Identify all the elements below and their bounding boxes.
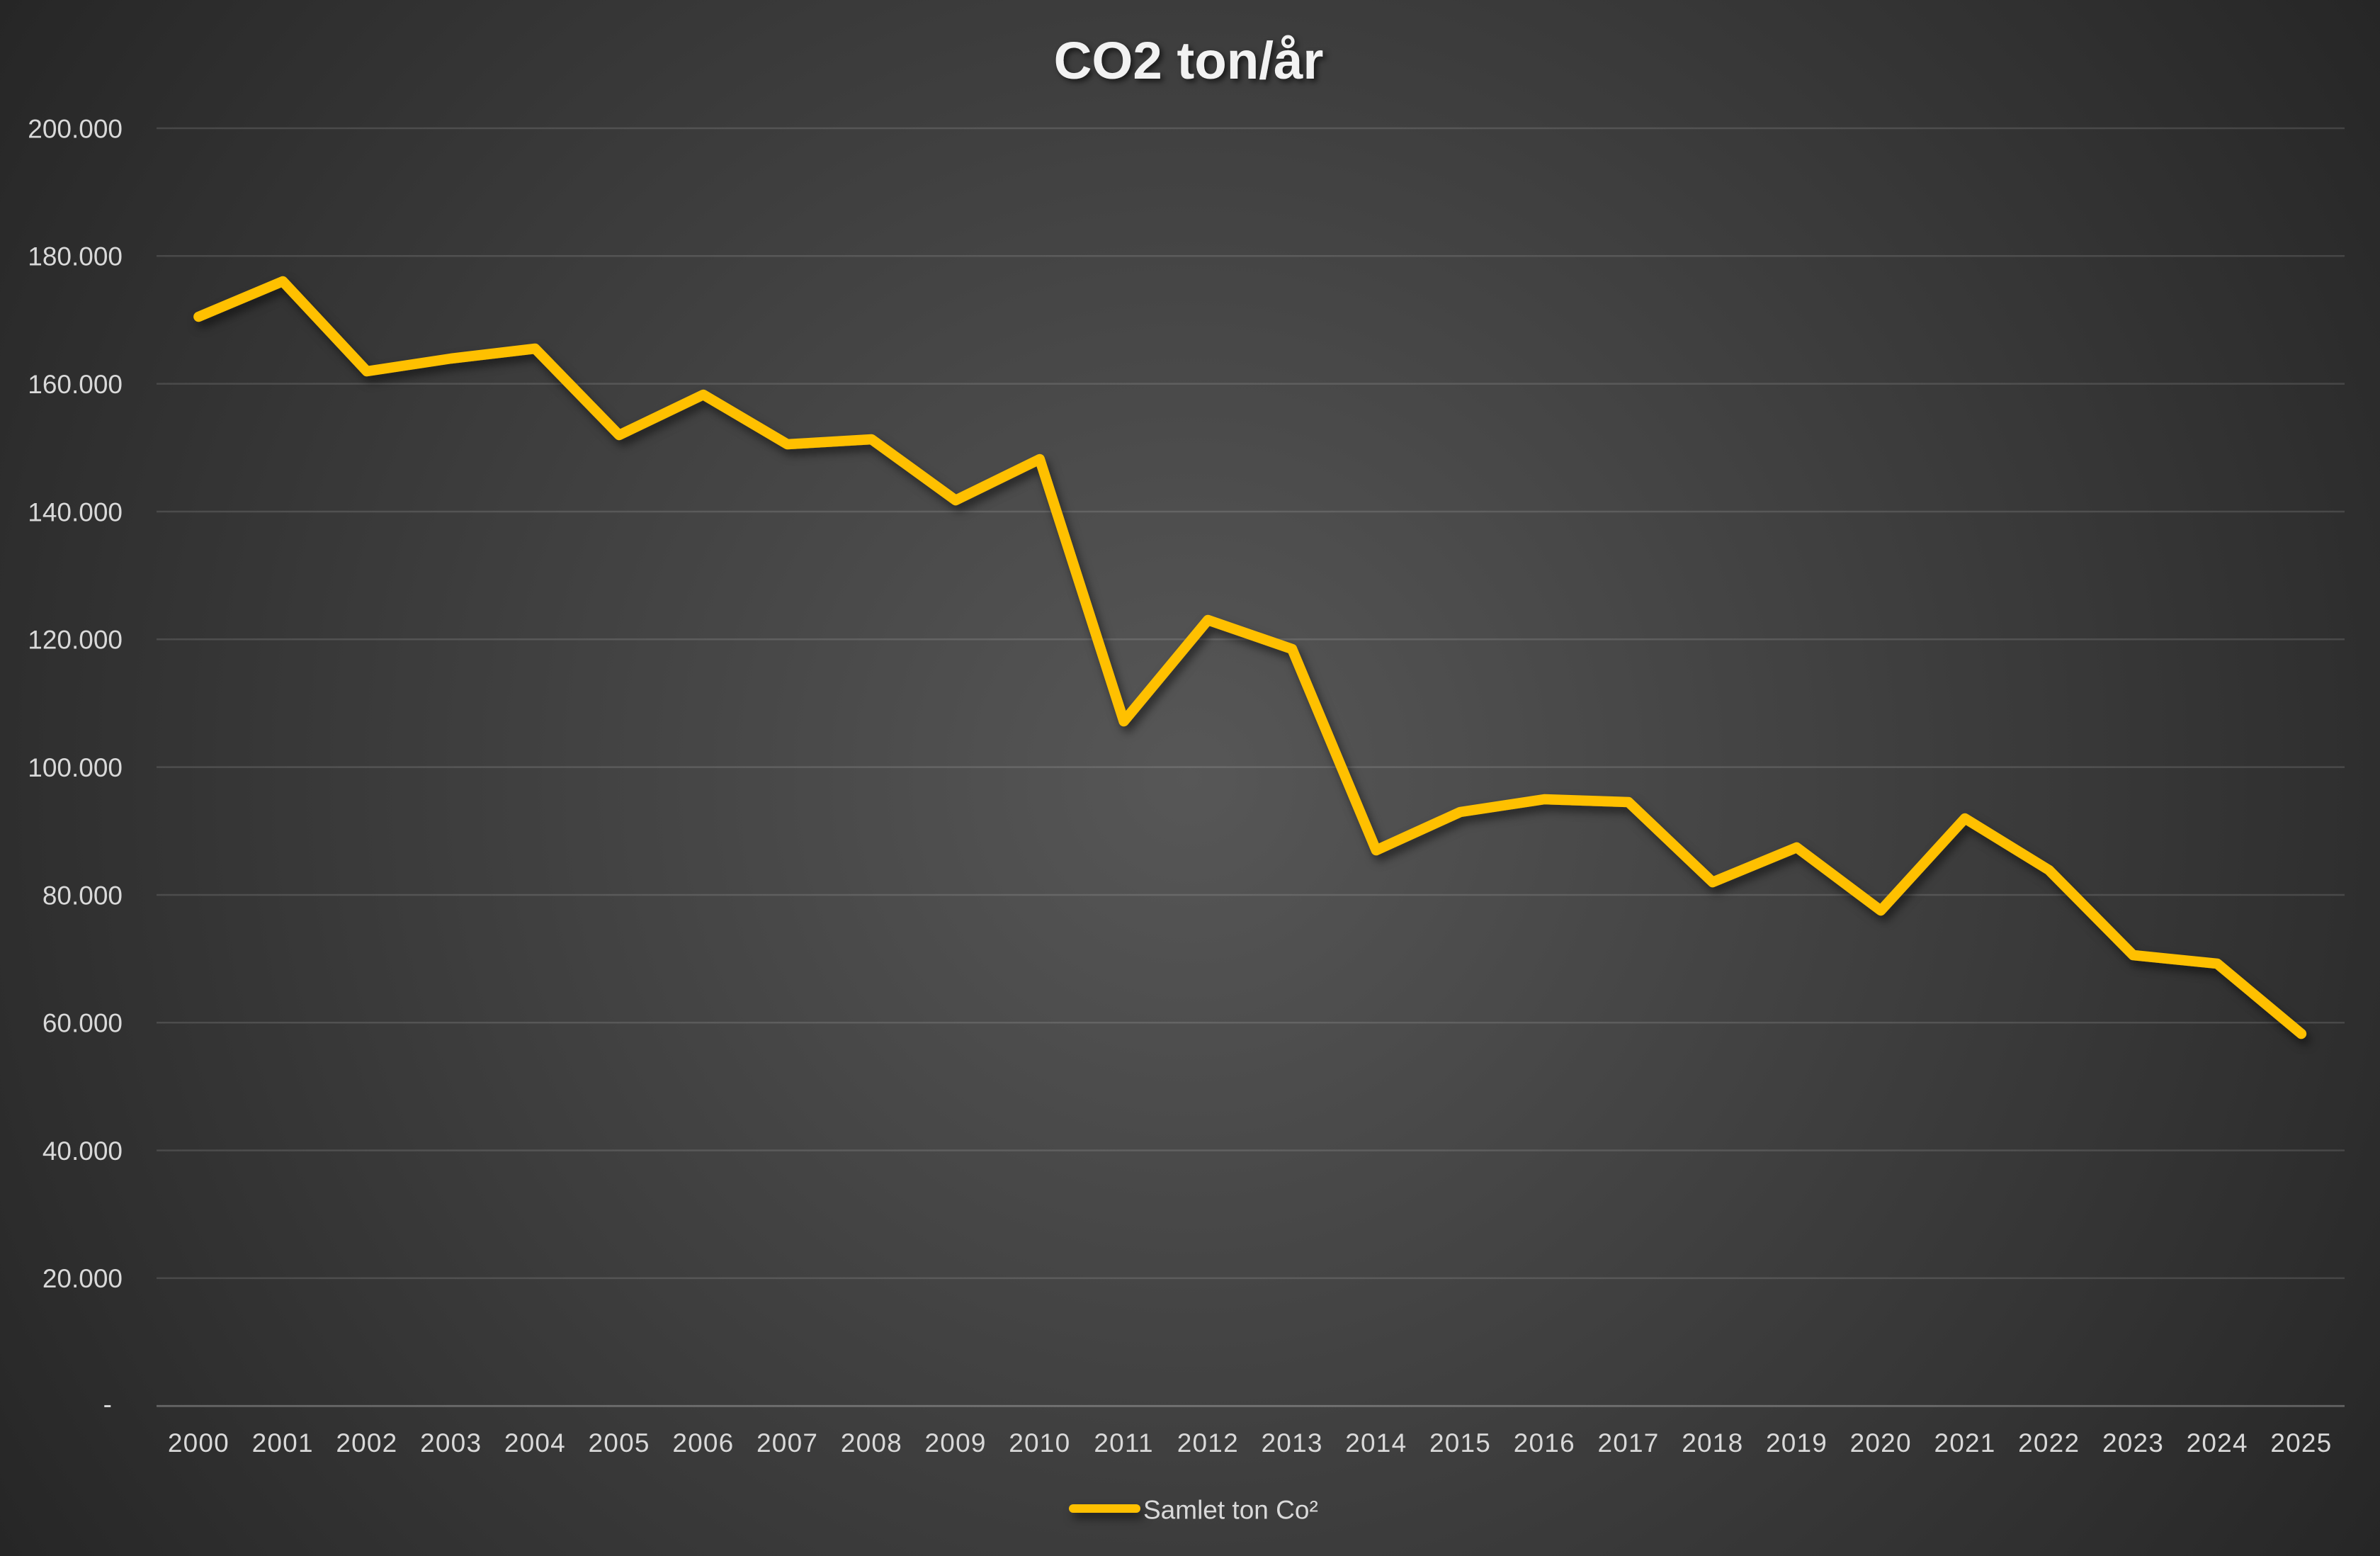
svg-text:2021: 2021 <box>1934 1428 1995 1458</box>
svg-text:2004: 2004 <box>504 1428 566 1458</box>
svg-text:200.000: 200.000 <box>28 114 123 143</box>
svg-text:140.000: 140.000 <box>28 497 123 526</box>
svg-text:2011: 2011 <box>1094 1428 1153 1458</box>
svg-text:40.000: 40.000 <box>42 1137 123 1166</box>
svg-text:2006: 2006 <box>672 1428 734 1458</box>
svg-text:2012: 2012 <box>1177 1428 1239 1458</box>
svg-text:2025: 2025 <box>2270 1428 2332 1458</box>
svg-text:2005: 2005 <box>589 1428 650 1458</box>
svg-text:2020: 2020 <box>1850 1428 1912 1458</box>
svg-text:2002: 2002 <box>336 1428 397 1458</box>
svg-text:2000: 2000 <box>168 1428 230 1458</box>
svg-text:2015: 2015 <box>1429 1428 1491 1458</box>
svg-text:160.000: 160.000 <box>28 370 123 399</box>
svg-text:2022: 2022 <box>2018 1428 2080 1458</box>
svg-text:2001: 2001 <box>252 1428 314 1458</box>
svg-text:Samlet ton Co²: Samlet ton Co² <box>1143 1496 1318 1525</box>
svg-text:120.000: 120.000 <box>28 626 123 655</box>
svg-text:CO2 ton/år: CO2 ton/år <box>1054 31 1324 90</box>
svg-text:100.000: 100.000 <box>28 753 123 782</box>
svg-text:2010: 2010 <box>1009 1428 1070 1458</box>
svg-text:2019: 2019 <box>1766 1428 1828 1458</box>
svg-text:2014: 2014 <box>1345 1428 1407 1458</box>
svg-text:2003: 2003 <box>420 1428 482 1458</box>
svg-text:2024: 2024 <box>2187 1428 2248 1458</box>
svg-text:80.000: 80.000 <box>42 881 123 910</box>
svg-text:2007: 2007 <box>756 1428 818 1458</box>
svg-text:60.000: 60.000 <box>42 1009 123 1038</box>
svg-text:2009: 2009 <box>925 1428 987 1458</box>
svg-text:2013: 2013 <box>1262 1428 1323 1458</box>
svg-text:20.000: 20.000 <box>42 1264 123 1293</box>
svg-text:180.000: 180.000 <box>28 242 123 271</box>
svg-text:2008: 2008 <box>841 1428 902 1458</box>
svg-text:2016: 2016 <box>1514 1428 1575 1458</box>
svg-text:2017: 2017 <box>1597 1428 1659 1458</box>
svg-text:2018: 2018 <box>1682 1428 1743 1458</box>
svg-text:-: - <box>103 1390 112 1419</box>
svg-text:2023: 2023 <box>2102 1428 2164 1458</box>
